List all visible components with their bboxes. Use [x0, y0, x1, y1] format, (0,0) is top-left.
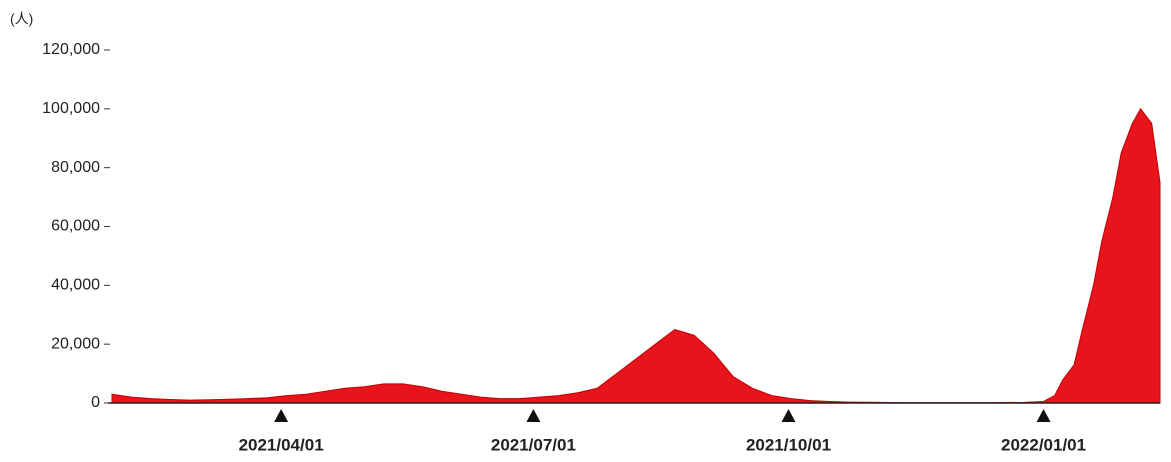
x-tick-label: 2021/07/01 [491, 435, 576, 454]
y-tick-label: 20,000 [51, 335, 100, 352]
x-tick [781, 409, 796, 422]
x-tick-label: 2021/10/01 [746, 435, 831, 454]
x-tick [1036, 409, 1051, 422]
area [111, 107, 1161, 404]
x-tick-label: 2022/01/01 [1001, 435, 1086, 454]
x-tick-label: 2021/04/01 [239, 435, 324, 454]
x-tick [526, 409, 541, 422]
y-tick-label: 0 [91, 394, 100, 411]
x-tick [274, 409, 289, 422]
y-unit: (人) [10, 11, 33, 27]
y-tick-label: 100,000 [42, 100, 100, 117]
y-tick-label: 60,000 [51, 218, 100, 235]
y-tick-label: 80,000 [51, 159, 100, 176]
y-tick-label: 120,000 [42, 41, 100, 58]
y-tick-label: 40,000 [51, 277, 100, 294]
